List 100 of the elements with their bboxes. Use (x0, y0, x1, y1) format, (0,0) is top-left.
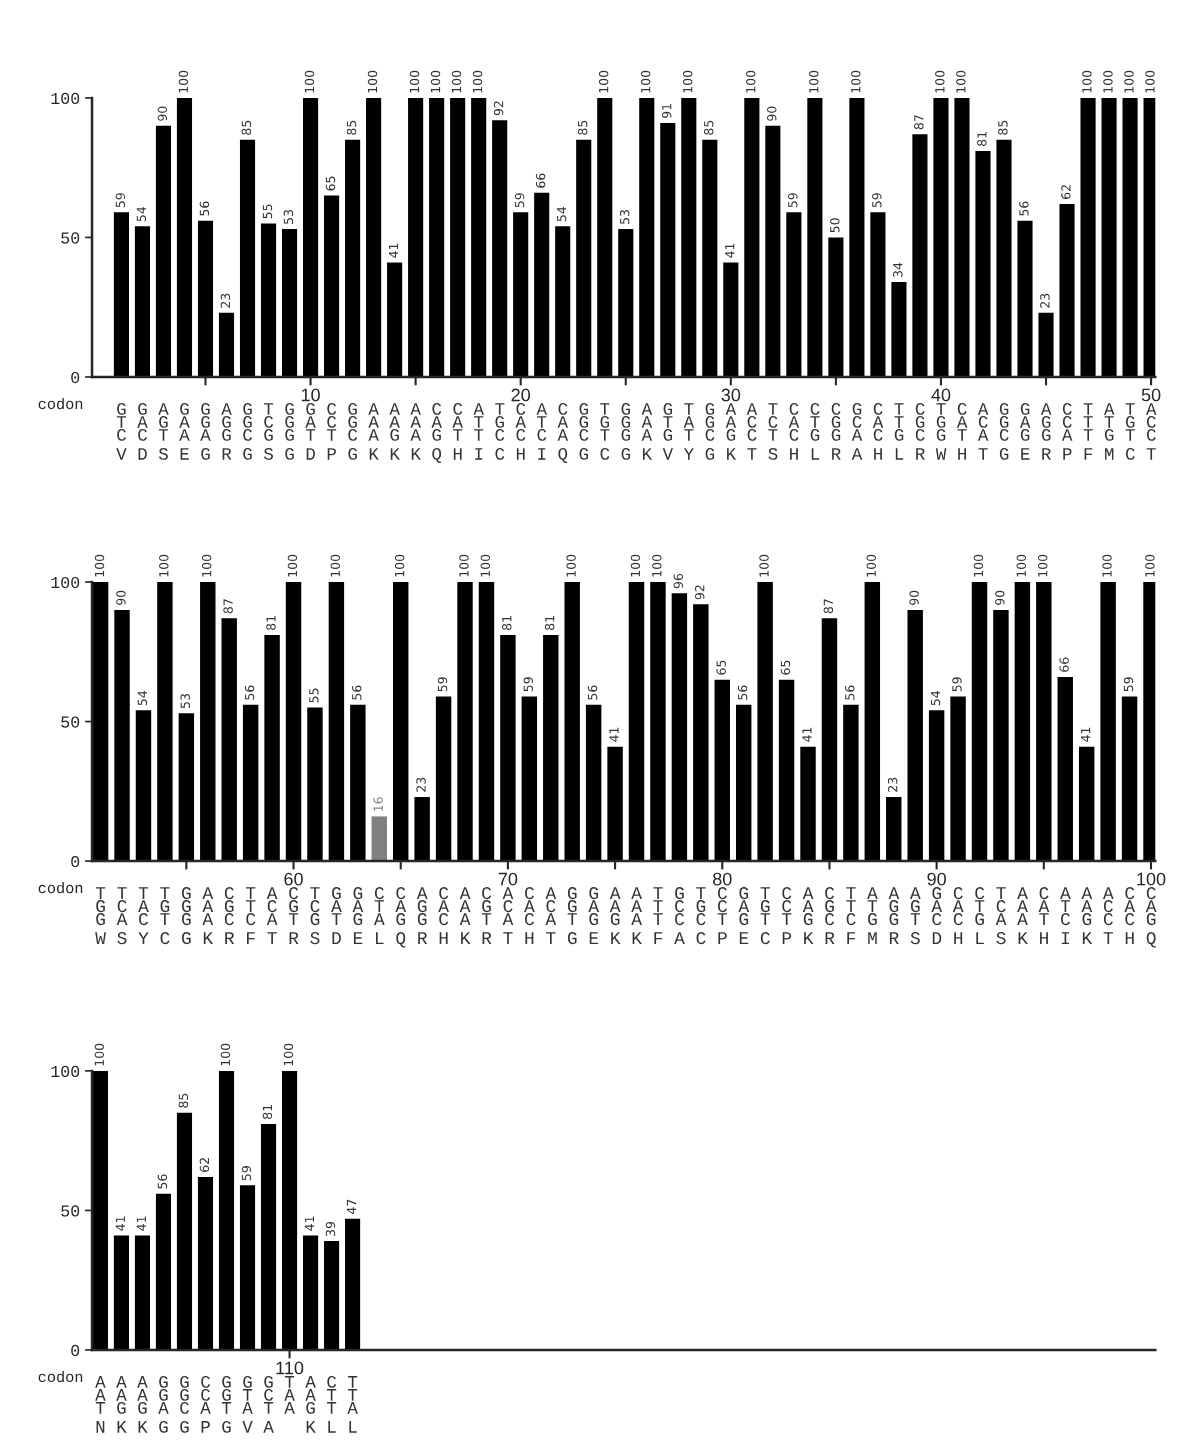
data-label: 100 (94, 554, 105, 577)
bar (714, 679, 730, 862)
data-label: 53 (283, 210, 294, 224)
data-label: 100 (973, 554, 984, 577)
data-label: 59 (523, 677, 533, 692)
data-label: 81 (544, 616, 555, 631)
bar (954, 97, 970, 377)
bar (242, 704, 259, 862)
data-label: 59 (872, 193, 882, 208)
data-label: 62 (199, 1158, 210, 1172)
bar (457, 582, 473, 862)
bar (1122, 97, 1138, 377)
bar (264, 635, 280, 862)
data-label: 85 (703, 120, 714, 135)
bar (639, 97, 655, 377)
data-label: 100 (330, 554, 341, 577)
data-label: 56 (352, 685, 362, 700)
bar (723, 262, 739, 377)
text: G C A G G A G T C G C A A T A G A A G C A C G A A A T C G C A G C A G T T G G A A T C A A T A C A A (96, 900, 1157, 913)
data-label: 100 (866, 554, 876, 577)
data-label: 100 (1102, 554, 1112, 577)
data-label: 100 (682, 70, 693, 93)
data-label: 53 (180, 694, 190, 709)
data-label: 50 (830, 218, 840, 233)
data-label: 16 (373, 797, 383, 811)
data-label: 96 (673, 573, 684, 589)
bar (1121, 696, 1138, 862)
bar (735, 704, 752, 862)
bar (576, 139, 592, 377)
bar (414, 796, 430, 862)
bar (450, 97, 466, 377)
y-tick-label: 100 (51, 92, 80, 105)
bar (843, 704, 859, 862)
bar (408, 97, 424, 377)
bar (328, 582, 345, 862)
x-tick-label: 10 (301, 388, 320, 402)
bar (907, 609, 923, 862)
bar (757, 582, 773, 862)
bar (534, 192, 550, 377)
bar (870, 212, 886, 377)
text: G G A G G A G T G G C G A A A C C A T C A C G T G A G T G A A T C C C G C T C T C A G G A C T A T A (117, 402, 1157, 415)
x-tick-label: 80 (713, 872, 732, 886)
data-label: 85 (346, 120, 357, 135)
bar (933, 97, 949, 377)
data-label: 100 (1145, 554, 1155, 577)
data-label: 100 (956, 70, 966, 93)
bar (1080, 97, 1096, 377)
bar (371, 816, 387, 862)
bar (1057, 676, 1073, 862)
data-label: 41 (609, 727, 619, 742)
data-label: 92 (493, 101, 504, 116)
bar (1101, 97, 1117, 377)
data-label: 87 (223, 599, 233, 614)
bar (681, 97, 697, 377)
data-label: 100 (201, 554, 212, 577)
data-label: 92 (695, 585, 705, 600)
text: N K K G G P G V A K L L (96, 1420, 357, 1433)
x-tick-label: 90 (927, 872, 946, 886)
data-label: 65 (716, 660, 726, 675)
data-label: 66 (1059, 657, 1069, 672)
data-label: 100 (304, 70, 315, 93)
bar (996, 139, 1012, 377)
y-tick-label: 50 (61, 716, 80, 728)
y-tick-label: 0 (71, 855, 80, 868)
bar (155, 1193, 172, 1350)
bar (285, 582, 302, 862)
bar (543, 635, 559, 862)
data-label: 100 (220, 1043, 231, 1066)
bar (513, 212, 529, 377)
bar (345, 1218, 361, 1350)
bar (435, 696, 452, 862)
bar (492, 120, 508, 377)
text: A A A G G C G G G T A C T (95, 1375, 358, 1388)
x-tick-label: 50 (1141, 388, 1161, 402)
bar (239, 139, 256, 377)
data-label: 41 (115, 1216, 125, 1231)
bar (302, 1235, 319, 1350)
data-label: 100 (1103, 70, 1113, 93)
data-label: 100 (598, 70, 609, 93)
bar (807, 97, 823, 377)
bar (155, 125, 172, 377)
bar (671, 593, 688, 862)
data-label: 65 (780, 660, 791, 675)
bar (114, 609, 130, 862)
data-label: 90 (767, 106, 777, 121)
data-label: 85 (577, 120, 588, 135)
bar (239, 1185, 256, 1350)
bar (849, 97, 865, 377)
data-label: 91 (661, 104, 672, 119)
data-label: 100 (809, 70, 819, 93)
text: V D S E G R G S G D P G K K K Q H I C H I Q G C G K V Y G K T S H L R A H L R W H T G E R P F M C T (116, 447, 1156, 463)
bar (564, 582, 580, 862)
bar (1036, 582, 1052, 862)
bar (302, 97, 319, 377)
data-label: 59 (788, 193, 798, 208)
data-label: 100 (394, 554, 405, 577)
text: T G G A C A T A T A G T A (95, 1401, 358, 1414)
data-label: 100 (935, 70, 945, 93)
data-label: 65 (325, 176, 336, 191)
bar (1078, 746, 1095, 862)
